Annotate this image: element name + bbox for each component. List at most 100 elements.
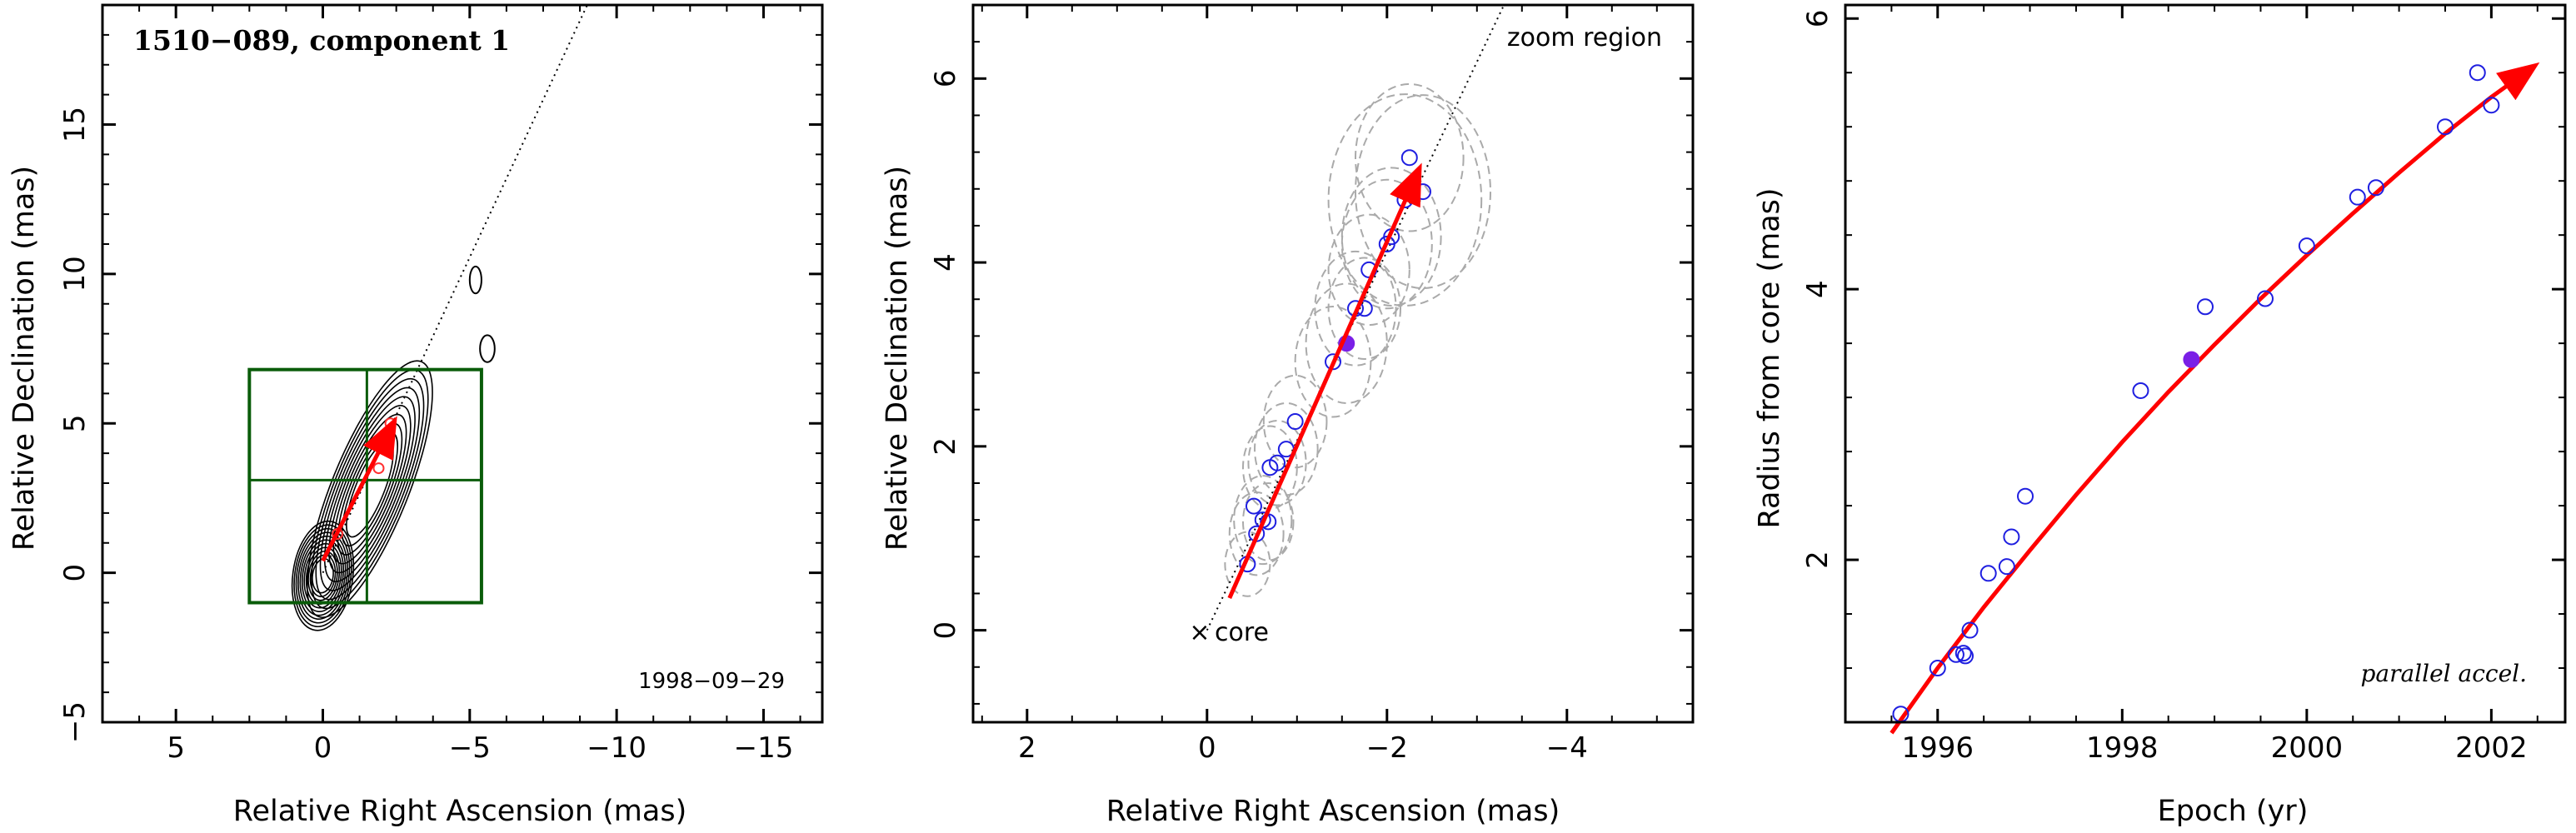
plot-frame (1844, 3, 2567, 724)
data-point (1245, 497, 1262, 515)
panel-title: 1510−089, component 1 (133, 24, 510, 57)
fit-curve (1890, 62, 2540, 735)
x-tick-label: 5 (167, 731, 185, 765)
error-ellipse (1224, 531, 1271, 597)
contour (323, 396, 416, 583)
error-ellipse (1233, 475, 1293, 566)
data-point (2003, 528, 2020, 546)
contour (303, 542, 342, 609)
y-axis-title: Radius from core (mas) (1753, 187, 1786, 528)
contour (479, 334, 496, 363)
plot-frame (101, 3, 824, 724)
error-ellipse (1355, 82, 1465, 232)
contour (297, 531, 348, 621)
contour-layer (291, 265, 496, 631)
y-axis-title: Relative Declination (mas) (7, 166, 41, 551)
data-layer (247, 4, 588, 605)
data-point (1286, 413, 1304, 431)
ticks-layer: 5 0 −5 −10 −15 −5 0 5 10 15 (58, 4, 822, 765)
date-label: 1998−09−29 (638, 669, 785, 694)
error-ellipse (1242, 482, 1295, 561)
x-tick-label: 0 (314, 731, 332, 765)
data-point (2017, 487, 2034, 505)
y-tick-label: 2 (1801, 551, 1835, 569)
x-tick-label: 2002 (2455, 731, 2528, 765)
y-tick-label: 0 (929, 621, 962, 640)
data-point (1957, 647, 1974, 665)
motion-arrow (1227, 162, 1422, 599)
contour (328, 405, 412, 574)
x-tick-label: 2 (1018, 731, 1036, 765)
y-tick-label: 4 (1801, 280, 1835, 298)
error-ellipse (1327, 213, 1410, 327)
ticks-layer: 1996 1998 2000 2002 2 4 6 (1801, 5, 2565, 765)
zoom-region-box (247, 367, 483, 605)
y-tick-label: −5 (58, 701, 92, 743)
panel-contour-map: 5 0 −5 −10 −15 −5 0 5 10 15 1510−089, component 1… (7, 3, 824, 828)
contour (307, 360, 433, 618)
x-tick-label: −5 (449, 731, 491, 765)
data-point (2349, 188, 2366, 206)
error-ellipse (1305, 282, 1388, 404)
error-ellipse (1254, 402, 1319, 496)
fit-type-label: parallel accel. (2360, 660, 2527, 687)
data-point (1954, 645, 1972, 662)
y-tick-label: 5 (58, 414, 92, 432)
error-ellipse (1327, 93, 1483, 307)
data-point (1961, 621, 1979, 639)
y-tick-label: 4 (929, 253, 962, 272)
error-ellipse (1340, 178, 1433, 310)
core-marker: × (1189, 618, 1210, 647)
error-ellipse (1355, 94, 1491, 289)
ticks-layer: 2 0 −2 −4 0 2 4 6 (929, 5, 1693, 765)
y-tick-label: 6 (929, 69, 962, 87)
x-tick-label: 1998 (2086, 731, 2159, 765)
data-point (2483, 97, 2500, 114)
plot-frame (971, 3, 1695, 724)
y-tick-label: 0 (58, 564, 92, 582)
panel-radius-vs-epoch: 1996 1998 2000 2002 2 4 6 parallel accel. Epoc… (1753, 3, 2567, 828)
x-tick-label: −4 (1546, 731, 1588, 765)
data-point (1400, 149, 1418, 167)
error-ellipse (1314, 250, 1397, 367)
contour (319, 387, 421, 591)
y-tick-label: 15 (58, 107, 92, 142)
data-point (372, 462, 385, 475)
x-tick-label: 1996 (1902, 731, 1974, 765)
highlight-point (2183, 351, 2200, 368)
y-tick-label: 2 (929, 437, 962, 456)
x-tick-label: −2 (1366, 731, 1408, 765)
contour (468, 265, 482, 295)
data-point (2257, 290, 2274, 307)
data-point (1269, 454, 1286, 471)
data-point (2197, 298, 2214, 316)
data-point (1929, 660, 1946, 677)
contour (315, 377, 425, 601)
x-axis-title: Relative Right Ascension (mas) (233, 795, 686, 828)
y-tick-label: 10 (58, 256, 92, 292)
data-point (2437, 118, 2454, 136)
y-tick-label: 6 (1801, 9, 1835, 27)
data-point (2367, 179, 2384, 197)
data-point (1979, 565, 1997, 582)
error-ellipse (1327, 257, 1402, 360)
error-ellipse (1262, 374, 1328, 469)
data-layer (1206, 4, 1505, 631)
error-ellipse (1247, 419, 1307, 506)
motion-arrow (321, 416, 397, 562)
panel-zoom-region: 2 0 −2 −4 0 2 4 6 zoom region × core Relative R… (881, 3, 1695, 828)
x-tick-label: 2000 (2271, 731, 2344, 765)
data-point (1998, 558, 2015, 576)
core-label: core (1215, 618, 1269, 647)
data-layer (1890, 62, 2540, 735)
contour (295, 527, 351, 624)
x-tick-label: 0 (1198, 731, 1216, 765)
data-point (2298, 237, 2315, 255)
data-point (1947, 646, 1964, 663)
data-point (2132, 382, 2149, 399)
x-tick-label: −15 (734, 731, 794, 765)
x-axis-title: Relative Right Ascension (mas) (1106, 795, 1560, 828)
zoom-region-label: zoom region (1507, 23, 1662, 52)
x-axis-title: Epoch (yr) (2158, 795, 2309, 828)
contour (299, 535, 347, 616)
